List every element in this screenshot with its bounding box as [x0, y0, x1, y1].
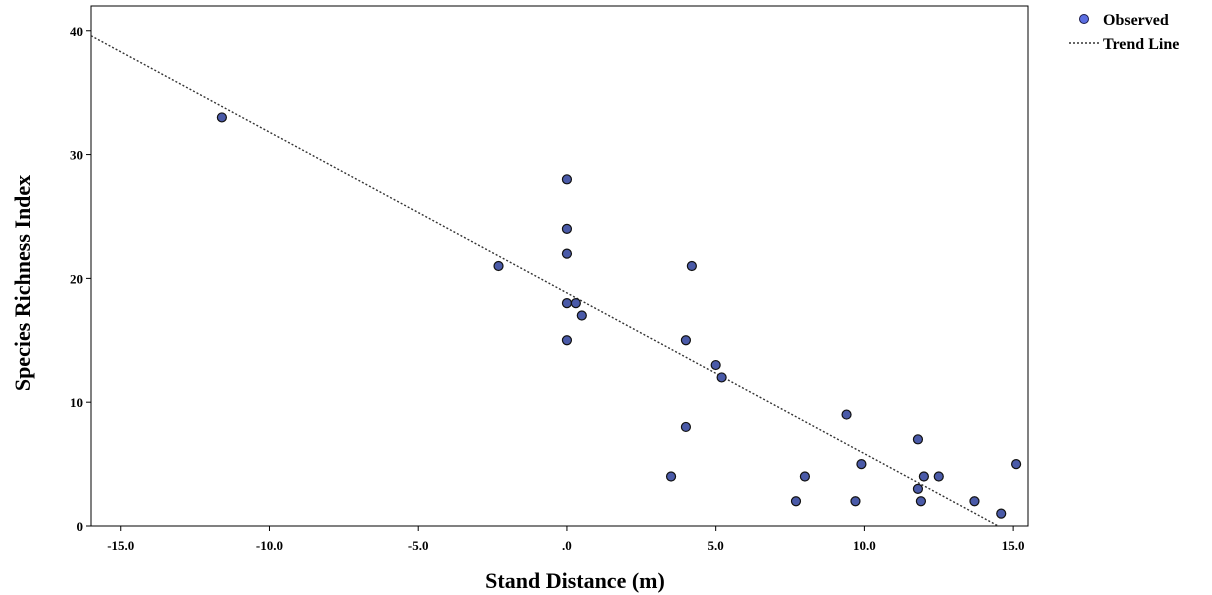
- observed-point: [561, 223, 573, 234]
- plot-frame: [90, 5, 1029, 527]
- observed-point: [912, 434, 924, 445]
- observed-point: [716, 372, 727, 383]
- trend-line: [90, 35, 999, 527]
- observed-point: [493, 260, 504, 272]
- y-tick-label: 0: [77, 519, 84, 534]
- observed-points: [216, 112, 1022, 519]
- observed-point: [561, 298, 573, 309]
- observed-point: [710, 359, 721, 371]
- observed-point: [996, 508, 1007, 519]
- observed-point: [856, 458, 867, 470]
- observed-point: [216, 112, 227, 123]
- observed-point: [841, 409, 852, 420]
- observed-point: [561, 335, 573, 346]
- x-tick-label: 5.0: [708, 538, 724, 553]
- observed-point: [561, 174, 573, 185]
- observed-point: [912, 483, 924, 494]
- y-tick-label: 30: [70, 148, 83, 163]
- y-axis-title: Species Richness Index: [10, 175, 35, 391]
- observed-point: [799, 471, 811, 482]
- y-tick-label: 40: [70, 24, 83, 39]
- legend-trend-line-label: Trend Line: [1103, 36, 1179, 53]
- observed-point: [915, 496, 927, 507]
- x-tick-label: 10.0: [853, 538, 876, 553]
- legend: Observed Trend Line: [1069, 12, 1179, 53]
- axes: [86, 5, 1029, 531]
- legend-observed-label: Observed: [1103, 12, 1169, 29]
- observed-point: [570, 298, 581, 309]
- tick-labels: -15.0 -10.0 -5.0 .0 5.0 10.0 15.0 0 10 20 30 40: [70, 24, 1025, 553]
- legend-observed-marker: [1079, 14, 1089, 24]
- trend-line-layer: [90, 35, 999, 527]
- observed-point: [850, 496, 861, 507]
- y-tick-label: 10: [70, 395, 83, 410]
- y-tick-label: 20: [70, 271, 83, 286]
- x-tick-label: -5.0: [408, 538, 429, 553]
- observed-point: [686, 260, 697, 272]
- x-tick-label: 15.0: [1002, 538, 1025, 553]
- observed-point: [680, 335, 692, 346]
- x-tick-label: -10.0: [256, 538, 283, 553]
- observed-point: [561, 248, 573, 259]
- observed-point: [918, 471, 929, 482]
- observed-point: [576, 310, 587, 321]
- observed-point: [969, 496, 980, 507]
- observed-point: [790, 496, 802, 507]
- observed-point: [1011, 458, 1022, 470]
- x-tick-label: .0: [562, 538, 572, 553]
- observed-point: [680, 421, 692, 433]
- x-axis-title: Stand Distance (m): [485, 568, 665, 593]
- x-tick-label: -15.0: [107, 538, 134, 553]
- observed-point: [933, 471, 944, 482]
- observed-point: [665, 471, 677, 482]
